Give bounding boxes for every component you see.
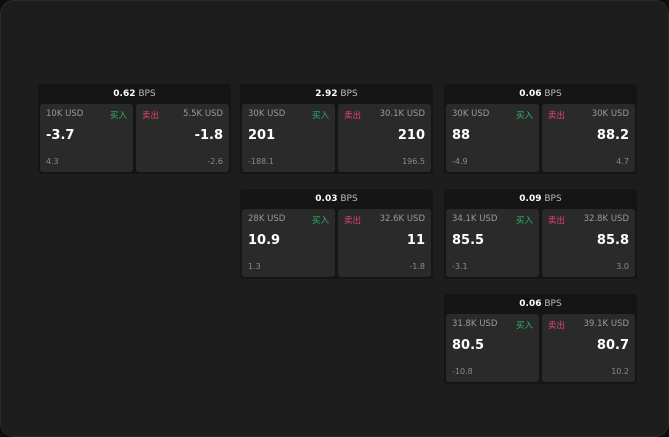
- buy-pane[interactable]: 28K USD 买入 10.9 1.3: [242, 209, 335, 277]
- buy-change: 1.3: [248, 262, 261, 271]
- sell-price: 88.2: [596, 128, 629, 143]
- sell-change: 196.5: [402, 157, 425, 166]
- buy-pane[interactable]: 30K USD 买入 201 -188.1: [242, 104, 335, 172]
- sell-change: 4.7: [616, 157, 629, 166]
- sell-price: 210: [397, 128, 425, 143]
- buy-price: 80.5: [452, 338, 485, 353]
- buy-size: 34.1K USD: [452, 214, 498, 224]
- sell-price: -1.8: [194, 128, 223, 143]
- buy-pane[interactable]: 10K USD 买入 -3.7 4.3: [40, 104, 133, 172]
- sell-pane[interactable]: 卖出 30K USD 88.2 4.7: [542, 104, 635, 172]
- spread-value: 0.09: [519, 194, 542, 204]
- buy-price: 201: [248, 128, 276, 143]
- sell-price: 11: [406, 233, 425, 248]
- spread-unit: BPS: [340, 194, 358, 204]
- sell-change: 3.0: [616, 262, 629, 271]
- buy-label: 买入: [109, 111, 127, 121]
- sell-label: 卖出: [548, 111, 566, 121]
- buy-label: 买入: [311, 216, 329, 226]
- buy-price: 88: [452, 128, 471, 143]
- buy-label: 买入: [515, 321, 533, 331]
- spread-value: 0.06: [519, 299, 542, 309]
- spread-header: 0.06 BPS: [446, 294, 635, 314]
- buy-change: -188.1: [248, 157, 274, 166]
- sell-change: -1.8: [409, 262, 425, 271]
- sell-label: 卖出: [142, 111, 160, 121]
- quote-card: 0.09 BPS 34.1K USD 买入 85.5 -3.1 卖出 32.8K U…: [444, 189, 637, 279]
- sell-label: 卖出: [548, 321, 566, 331]
- sell-pane[interactable]: 卖出 5.5K USD -1.8 -2.6: [136, 104, 229, 172]
- sell-label: 卖出: [344, 216, 362, 226]
- buy-change: 4.3: [46, 157, 59, 166]
- buy-change: -10.8: [452, 367, 473, 376]
- spread-value: 0.03: [315, 194, 338, 204]
- spread-unit: BPS: [544, 89, 562, 99]
- spread-unit: BPS: [544, 194, 562, 204]
- buy-price: 85.5: [452, 233, 485, 248]
- spread-header: 0.62 BPS: [40, 84, 229, 104]
- quote-card: 0.03 BPS 28K USD 买入 10.9 1.3 卖出 32.6K USD …: [240, 189, 433, 279]
- sell-change: 10.2: [611, 367, 629, 376]
- sell-pane[interactable]: 卖出 32.8K USD 85.8 3.0: [542, 209, 635, 277]
- sell-label: 卖出: [548, 216, 566, 226]
- sell-size: 5.5K USD: [183, 109, 223, 119]
- quote-card: 2.92 BPS 30K USD 买入 201 -188.1 卖出 30.1K US…: [240, 84, 433, 174]
- buy-price: 10.9: [248, 233, 281, 248]
- sell-pane[interactable]: 卖出 32.6K USD 11 -1.8: [338, 209, 431, 277]
- sell-size: 39.1K USD: [583, 319, 629, 329]
- sell-size: 30.1K USD: [379, 109, 425, 119]
- sell-label: 卖出: [344, 111, 362, 121]
- buy-label: 买入: [311, 111, 329, 121]
- buy-pane[interactable]: 31.8K USD 买入 80.5 -10.8: [446, 314, 539, 382]
- spread-unit: BPS: [544, 299, 562, 309]
- spread-header: 0.09 BPS: [446, 189, 635, 209]
- quote-card: 0.06 BPS 30K USD 买入 88 -4.9 卖出 30K USD 88.…: [444, 84, 637, 174]
- sell-pane[interactable]: 卖出 30.1K USD 210 196.5: [338, 104, 431, 172]
- sell-price: 80.7: [596, 338, 629, 353]
- sell-size: 32.8K USD: [583, 214, 629, 224]
- buy-size: 30K USD: [452, 109, 490, 119]
- sell-pane[interactable]: 卖出 39.1K USD 80.7 10.2: [542, 314, 635, 382]
- spread-value: 2.92: [315, 89, 338, 99]
- buy-label: 买入: [515, 216, 533, 226]
- sell-size: 32.6K USD: [379, 214, 425, 224]
- buy-change: -4.9: [452, 157, 468, 166]
- buy-size: 31.8K USD: [452, 319, 498, 329]
- spread-value: 0.62: [113, 89, 136, 99]
- buy-pane[interactable]: 34.1K USD 买入 85.5 -3.1: [446, 209, 539, 277]
- quote-card: 0.62 BPS 10K USD 买入 -3.7 4.3 卖出 5.5K USD -…: [38, 84, 231, 174]
- buy-pane[interactable]: 30K USD 买入 88 -4.9: [446, 104, 539, 172]
- sell-change: -2.6: [207, 157, 223, 166]
- buy-size: 30K USD: [248, 109, 286, 119]
- sell-price: 85.8: [596, 233, 629, 248]
- quote-card: 0.06 BPS 31.8K USD 买入 80.5 -10.8 卖出 39.1K …: [444, 294, 637, 384]
- buy-price: -3.7: [46, 128, 75, 143]
- spread-header: 0.06 BPS: [446, 84, 635, 104]
- sell-size: 30K USD: [591, 109, 629, 119]
- buy-label: 买入: [515, 111, 533, 121]
- spread-value: 0.06: [519, 89, 542, 99]
- buy-size: 10K USD: [46, 109, 84, 119]
- spread-header: 0.03 BPS: [242, 189, 431, 209]
- spread-header: 2.92 BPS: [242, 84, 431, 104]
- spread-unit: BPS: [340, 89, 358, 99]
- buy-size: 28K USD: [248, 214, 286, 224]
- buy-change: -3.1: [452, 262, 468, 271]
- spread-unit: BPS: [138, 89, 156, 99]
